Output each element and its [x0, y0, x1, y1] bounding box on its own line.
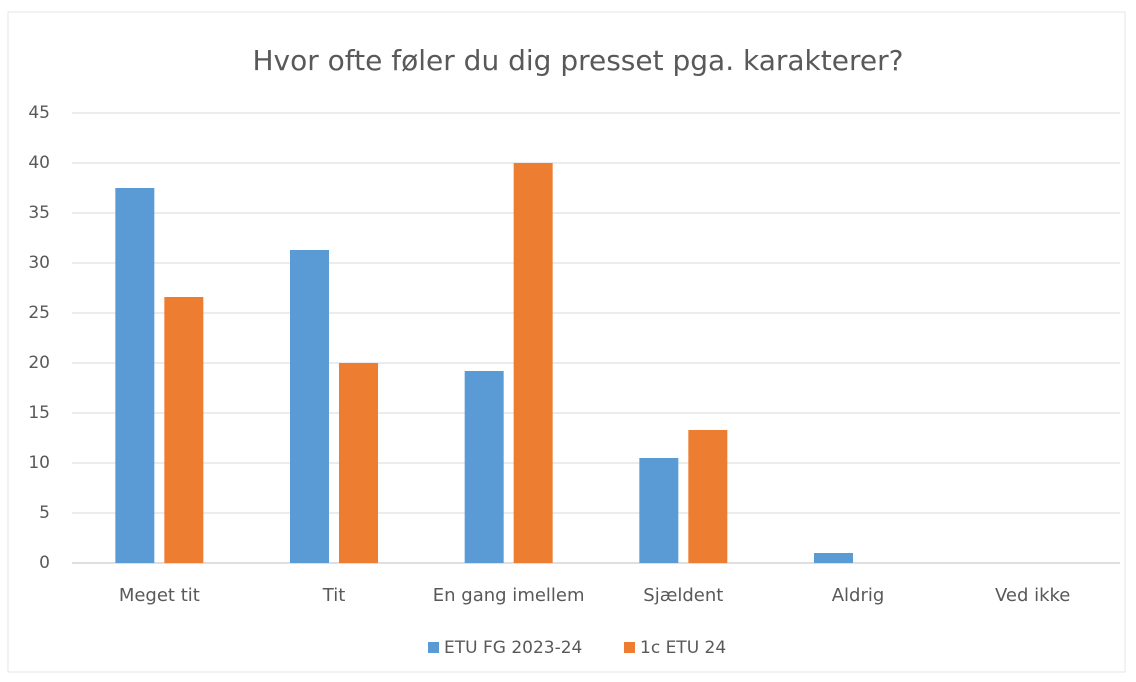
bar	[290, 250, 329, 563]
legend-label: ETU FG 2023-24	[444, 638, 582, 658]
legend-label: 1c ETU 24	[640, 638, 726, 658]
bar	[688, 430, 728, 563]
y-tick-label: 40	[28, 153, 50, 173]
x-tick-label: Sjældent	[643, 585, 723, 606]
x-tick-label: Ved ikke	[995, 585, 1070, 606]
legend-swatch	[428, 642, 439, 653]
x-tick-label: En gang imellem	[433, 585, 585, 606]
y-tick-label: 30	[28, 253, 50, 273]
x-tick-label: Meget tit	[119, 585, 200, 606]
bar	[464, 371, 504, 563]
y-tick-label: 20	[28, 353, 50, 373]
x-tick-label: Tit	[322, 585, 346, 606]
y-tick-label: 5	[39, 503, 50, 523]
y-tick-label: 15	[28, 403, 50, 423]
y-tick-label: 45	[28, 103, 50, 123]
bar	[814, 553, 853, 563]
x-tick-label: Aldrig	[832, 585, 885, 606]
chart-title: Hvor ofte føler du dig presset pga. kara…	[253, 44, 904, 77]
y-tick-label: 25	[28, 303, 50, 323]
bar	[339, 363, 378, 563]
y-tick-label: 35	[28, 203, 50, 223]
bar	[513, 163, 553, 563]
y-tick-label: 0	[39, 553, 50, 573]
bar	[115, 188, 155, 563]
y-tick-label: 10	[28, 453, 50, 473]
bar	[164, 297, 204, 563]
legend-swatch	[624, 642, 635, 653]
bar	[639, 458, 679, 563]
